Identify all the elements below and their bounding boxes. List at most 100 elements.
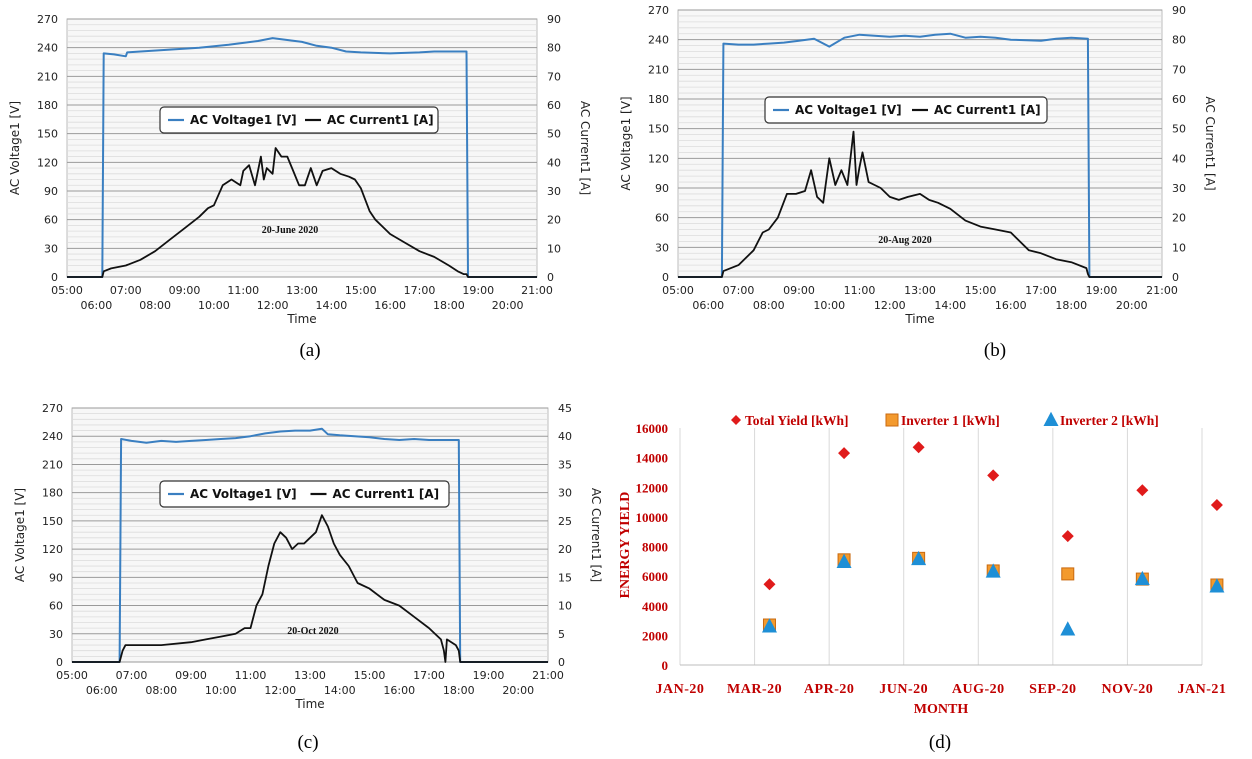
data-point: [912, 441, 925, 454]
x-tick-label: 17:00: [1025, 284, 1057, 297]
x-tick-label: 08:00: [753, 299, 785, 312]
x-tick-label: 15:00: [345, 284, 377, 297]
y-right-tick-label: 50: [1172, 123, 1186, 136]
y-left-tick-label: 180: [37, 99, 58, 112]
legend: AC Voltage1 [V] AC Current1 [A]: [159, 480, 450, 508]
y-right-tick-label: 10: [558, 600, 572, 613]
y-right-tick-label: 10: [1172, 241, 1186, 254]
data-point: [838, 447, 851, 460]
y-tick-label: 10000: [636, 510, 669, 525]
legend-entry: Inverter 2 [kWh]: [1060, 413, 1159, 428]
y-left-tick-label: 180: [648, 93, 669, 106]
legend-entry: AC Current1 [A]: [327, 113, 434, 127]
x-axis-label: MONTH: [914, 702, 969, 717]
y-left-tick-label: 0: [662, 271, 669, 284]
x-tick-label: 07:00: [110, 284, 142, 297]
data-point: [1210, 499, 1223, 512]
x-tick-label: 17:00: [404, 284, 436, 297]
x-tick-label: 08:00: [139, 299, 171, 312]
series-0: [763, 441, 1223, 591]
data-point: [1061, 567, 1075, 581]
x-tick-label: 13:00: [904, 284, 936, 297]
x-tick-label: 12:00: [264, 684, 296, 697]
data-point: [1209, 578, 1225, 593]
y-right-tick-label: 90: [547, 13, 561, 26]
x-axis-label: Time: [904, 312, 934, 326]
gridlines: [679, 428, 1203, 665]
x-tick-label: 12:00: [257, 299, 289, 312]
y-left-tick-label: 120: [648, 152, 669, 165]
x-tick-label: 06:00: [692, 299, 724, 312]
x-tick-label: 06:00: [86, 684, 118, 697]
y-tick-label: 0: [662, 658, 669, 673]
y-left-tick-label: 60: [49, 600, 63, 613]
series-line-voltage: [67, 37, 537, 278]
chart-d: 0 2000 4000 6000 8000 10000 12000 14000 16000 JAN…: [618, 411, 1226, 753]
y-right-tick-label: 45: [558, 402, 572, 415]
data-point: [987, 469, 1000, 482]
y-right-tick-label: 30: [1172, 182, 1186, 195]
x-tick-label: AUG-20: [952, 682, 1005, 697]
y-tick-label: 2000: [642, 628, 668, 643]
y-left-tick-label: 0: [51, 271, 58, 284]
x-tick-label: 10:00: [198, 299, 230, 312]
plot-area: [71, 407, 549, 663]
y-right-tick-label: 30: [558, 487, 572, 500]
data-point: [836, 553, 852, 569]
y-left-tick-label: 90: [655, 182, 669, 195]
y-left-tick-label: 210: [648, 63, 669, 76]
x-tick-label: MAR-20: [727, 682, 782, 697]
y-right-axis-label: AC Current1 [A]: [589, 488, 603, 582]
x-tick-label: 11:00: [235, 669, 267, 682]
x-tick-label: 16:00: [995, 299, 1027, 312]
x-tick-label: 11:00: [227, 284, 259, 297]
y-left-tick-label: 180: [42, 487, 63, 500]
legend-entry: Inverter 1 [kWh]: [901, 413, 1000, 428]
x-tick-label: 05:00: [56, 669, 88, 682]
x-tick-label: 09:00: [783, 284, 815, 297]
date-annotation: 20-June 2020: [262, 225, 318, 236]
x-tick-label: 09:00: [175, 669, 207, 682]
legend-entry: AC Voltage1 [V]: [190, 487, 297, 501]
x-tick-label: JUN-20: [879, 682, 928, 697]
plot-area: [677, 9, 1163, 278]
x-tick-label: 21:00: [532, 669, 564, 682]
legend-entry: Total Yield [kWh]: [745, 413, 849, 428]
x-tick-label: 17:00: [413, 669, 445, 682]
panel-label: (a): [299, 340, 320, 361]
y-left-tick-label: 270: [42, 402, 63, 415]
data-point: [1134, 570, 1150, 586]
legend-entry: AC Voltage1 [V]: [190, 113, 297, 127]
x-axis-label: Time: [286, 312, 316, 326]
legend-marker: [731, 415, 741, 425]
y-right-tick-label: 0: [1172, 271, 1179, 284]
chart-b: 0 30 60 90 120 150 180 210 240 270 0 10 20 30 40 50 60 70…: [619, 4, 1217, 361]
legend: Total Yield [kWh] Inverter 1 [kWh] Inverte…: [731, 411, 1159, 428]
y-left-tick-label: 240: [42, 430, 63, 443]
x-tick-label: 14:00: [324, 684, 356, 697]
y-right-tick-label: 40: [547, 156, 561, 169]
x-tick-label: 21:00: [1146, 284, 1178, 297]
x-tick-label: 10:00: [813, 299, 845, 312]
x-tick-label: 19:00: [1086, 284, 1118, 297]
x-tick-label: 18:00: [443, 684, 475, 697]
data-point: [763, 578, 776, 591]
legend-marker: [1043, 411, 1059, 426]
y-tick-label: 4000: [642, 599, 668, 614]
y-right-tick-label: 70: [547, 70, 561, 83]
x-tick-label: SEP-20: [1029, 682, 1076, 697]
x-tick-label: 11:00: [844, 284, 876, 297]
y-right-tick-label: 80: [1172, 34, 1186, 47]
x-tick-label: APR-20: [804, 682, 854, 697]
x-tick-label: 09:00: [169, 284, 201, 297]
legend-entry: AC Current1 [A]: [333, 487, 440, 501]
y-left-tick-label: 0: [56, 656, 63, 669]
y-left-axis-label: AC Voltage1 [V]: [13, 488, 27, 582]
y-right-tick-label: 5: [558, 628, 565, 641]
panel-label: (c): [297, 732, 318, 753]
y-left-tick-label: 240: [37, 42, 58, 55]
y-left-tick-label: 60: [44, 214, 58, 227]
x-tick-label: 05:00: [662, 284, 694, 297]
plot-area: [66, 18, 538, 278]
y-right-tick-label: 40: [1172, 152, 1186, 165]
